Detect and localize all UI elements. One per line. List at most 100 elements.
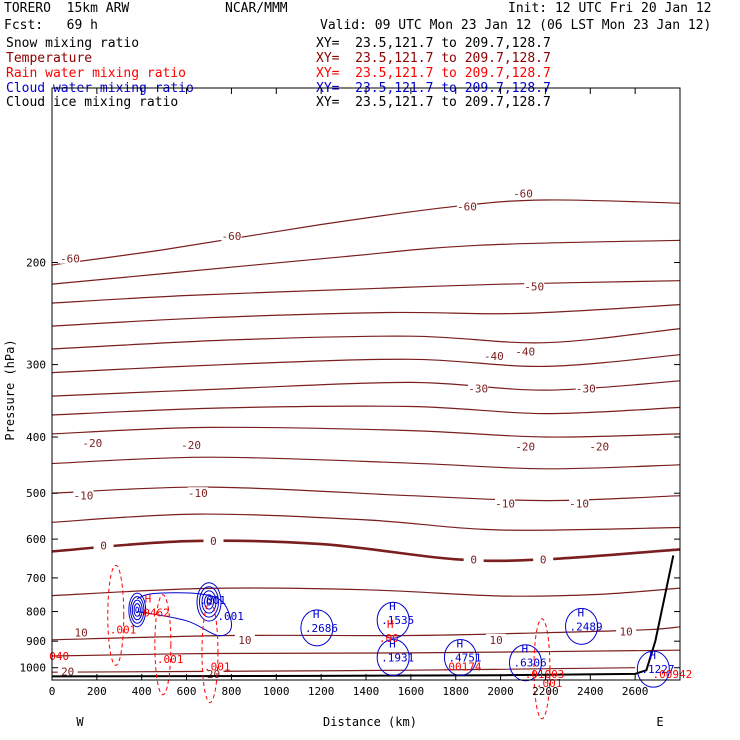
- max-value-label: .001: [157, 653, 184, 666]
- isotherm-label-bg: [515, 440, 536, 452]
- isotherm-label: -20: [589, 440, 609, 453]
- x-tick-label: 1400: [353, 685, 380, 698]
- isotherm-label-bg: [57, 665, 78, 677]
- cloud-water-core: [130, 596, 145, 624]
- cloud-water-contour: [300, 609, 334, 647]
- isotherm-label-bg: [513, 187, 533, 199]
- max-value-label: .00: [379, 632, 399, 645]
- max-marker: H: [521, 643, 528, 656]
- y-tick-label: 300: [26, 359, 46, 372]
- max-value-label: .001: [110, 623, 136, 636]
- x-axis-label: Distance (km): [323, 715, 417, 729]
- x-tick-label: 1600: [398, 685, 425, 698]
- cloud-water-core: [135, 606, 140, 614]
- max-marker: H: [649, 649, 656, 662]
- cloud-water-contour: [376, 601, 410, 639]
- y-tick-label: 900: [26, 635, 46, 648]
- legend-temp-xy: XY= 23.5,121.7 to 209.7,128.7: [316, 51, 551, 66]
- rain-contour: [154, 594, 172, 696]
- cloud-water-core: [128, 592, 147, 628]
- max-marker: H: [456, 637, 463, 650]
- cloud-water-core: [206, 598, 212, 606]
- isotherm-label: -10: [569, 498, 589, 511]
- x-tick-label: 1200: [308, 685, 335, 698]
- isotherm--20: [51, 426, 681, 438]
- isotherm-label-bg: [569, 497, 590, 509]
- isotherm-label-bg: [483, 350, 504, 362]
- cloud-water-core: [131, 599, 143, 621]
- header-valid: Valid: 09 UTC Mon 23 Jan 12 (06 LST Mon …: [320, 18, 712, 33]
- x-tick-label: 2600: [622, 685, 649, 698]
- y-tick-label: 200: [26, 257, 46, 270]
- max-value-label: .2686: [305, 622, 338, 635]
- isotherm-label: -40: [515, 346, 535, 359]
- max-marker: H: [578, 606, 585, 619]
- isotherm--50: [51, 280, 681, 304]
- cloud-water-contour: [508, 644, 542, 682]
- isotherm-label: 0: [540, 553, 547, 566]
- isotherm-label: -60: [513, 187, 533, 200]
- isotherm-unlabeled: [51, 239, 681, 285]
- isotherm-label-bg: [187, 487, 208, 499]
- x-tick-label: 2400: [577, 685, 604, 698]
- isotherm-group: -60 -60 -60 -60 -50 -40 -40 -30 -30 -20 -20 -20 -20 -…: [51, 187, 681, 681]
- isotherm--60: [51, 199, 681, 266]
- max-value-label: .00942: [653, 668, 693, 681]
- cloud-water-contour: [565, 607, 599, 645]
- isotherm-label-bg: [495, 497, 516, 509]
- max-marker: H: [387, 618, 394, 631]
- isotherm-label-bg: [515, 345, 536, 357]
- max-value-label: 040: [49, 650, 69, 663]
- isotherm-label-bg: [82, 437, 103, 449]
- isotherm-label: -20: [515, 440, 535, 453]
- isotherm-label: -60: [457, 200, 477, 213]
- max-marker: H: [313, 608, 320, 621]
- isotherm-label: 10: [489, 634, 502, 647]
- max-value-label: .001: [217, 610, 244, 623]
- isotherm-unlabeled: [51, 513, 681, 531]
- contour-labels: H.1535H.2489H.1931H.4751H.6306H.1227H.26…: [49, 592, 692, 689]
- isotherm-10: [51, 626, 681, 641]
- max-marker: H: [389, 637, 396, 650]
- max-value-label: .001: [199, 594, 226, 607]
- header-center: NCAR/MMM: [225, 1, 288, 16]
- legend-temp: Temperature: [6, 51, 93, 66]
- max-value-label: .1535: [381, 614, 414, 627]
- legend-rain: Rain water mixing ratio: [6, 66, 187, 81]
- axes-group: 0 200 400 600 800 1000 1200 1400 1600 1800 2000 220…: [20, 87, 681, 698]
- cloud-water-core: [204, 594, 214, 610]
- isotherm-label: -50: [524, 281, 544, 294]
- isotherm-label: 0: [470, 553, 477, 566]
- max-marker: H: [145, 592, 152, 605]
- max-value-label: .1227: [641, 663, 674, 676]
- isotherm-label-bg: [575, 382, 596, 394]
- rain-contour: [533, 618, 551, 720]
- x-tick-label: 2200: [532, 685, 559, 698]
- x-tick-label: 600: [177, 685, 197, 698]
- isotherm-label-bg: [463, 553, 484, 565]
- isotherm-unlabeled: [51, 649, 681, 657]
- cloud-water-core: [201, 590, 217, 614]
- isotherm-label: -30: [576, 383, 596, 396]
- isotherm-label: 20: [61, 665, 74, 678]
- x-tick-label: 800: [221, 685, 241, 698]
- isotherm-label: -10: [73, 490, 93, 503]
- rain-group: [107, 564, 551, 720]
- header-init: Init: 12 UTC Fri 20 Jan 12: [508, 1, 712, 16]
- isotherm-20: [51, 667, 636, 673]
- y-tick-label: 600: [26, 533, 46, 546]
- cloud-water-core: [133, 603, 141, 617]
- isotherm-label: -60: [221, 230, 241, 243]
- isotherm-label-bg: [71, 626, 92, 638]
- legend-cloudice-xy: XY= 23.5,121.7 to 209.7,128.7: [316, 95, 551, 110]
- max-marker: H: [389, 600, 396, 613]
- isotherm-label-bg: [456, 200, 477, 212]
- isotherm-unlabeled: [51, 304, 681, 327]
- isotherm-label: -30: [468, 383, 488, 396]
- legend-snow-xy: XY= 23.5,121.7 to 209.7,128.7: [316, 36, 551, 51]
- isotherm-label-bg: [589, 440, 610, 452]
- isotherm-label: 0: [210, 535, 217, 548]
- isotherm-label: -60: [60, 253, 80, 266]
- isotherm-label: -20: [82, 437, 102, 450]
